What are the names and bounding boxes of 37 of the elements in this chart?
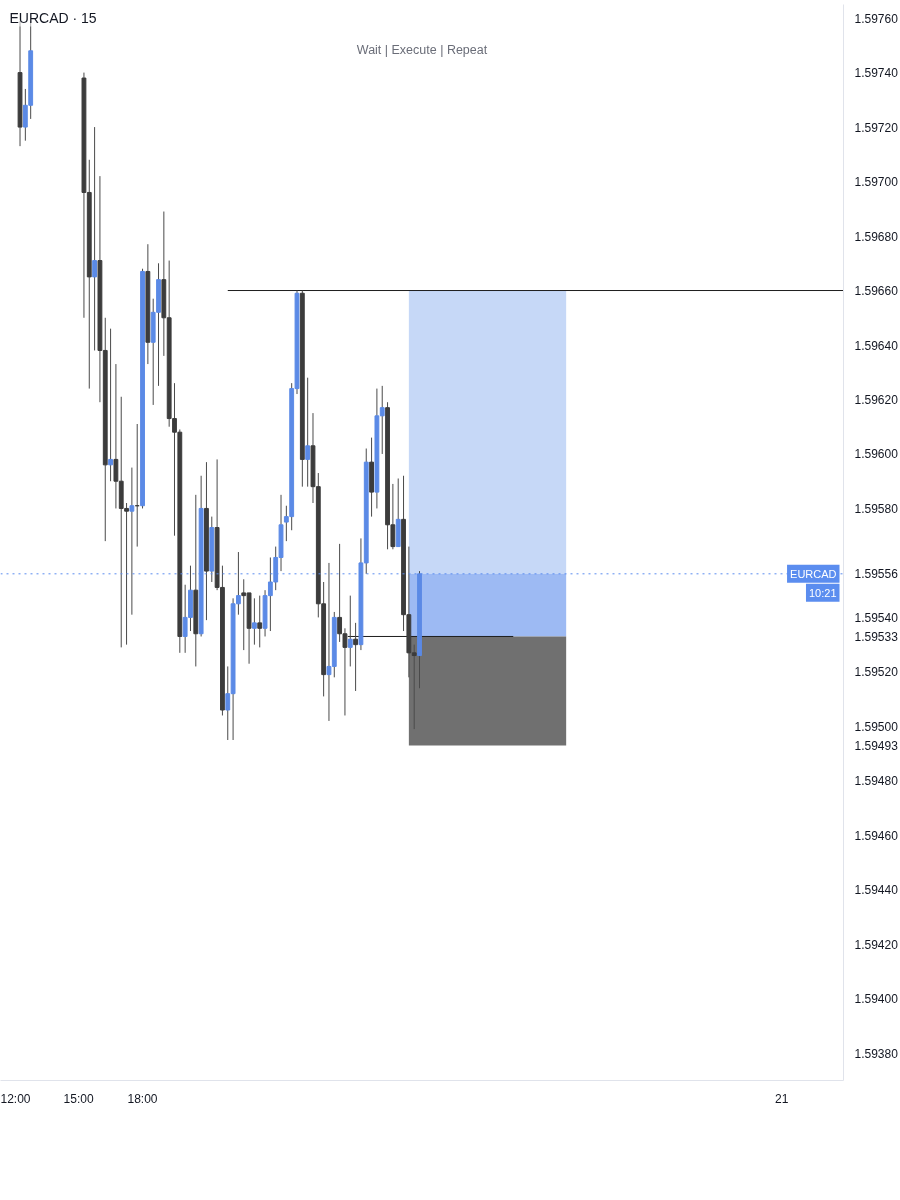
y-tick-label: 1.59440 [854,883,899,898]
chart-title: EURCAD · 15 [9,9,97,26]
y-tick-label: 1.59640 [854,338,899,353]
annotation: 10:21 [808,586,837,599]
y-tick-label: 1.59580 [854,501,899,516]
y-tick-label: 1.59460 [854,828,899,843]
y-tick-label: 1.59400 [854,992,899,1007]
y-tick-label: 1.59680 [854,229,899,244]
candlestick [305,377,311,488]
x-tick-label: 18:00 [127,1091,158,1106]
x-tick-label: 12:00 [0,1091,31,1106]
y-tick-label: 1.59760 [854,11,899,26]
y-tick-label: 1.59700 [854,175,899,190]
y-tick-label: 1.59740 [854,66,899,81]
y-tick-label: 1.59493 [854,738,899,753]
y-tick-label: 1.59620 [854,392,899,407]
y-tick-label: 1.59540 [854,610,899,625]
candlestick [257,595,263,648]
y-tick-label: 1.59720 [854,120,899,135]
x-tick-label: 15:00 [63,1091,94,1106]
text: Wait | Execute | Repeat [356,42,488,57]
y-tick-label: 1.59556 [854,567,899,582]
candlestick [251,597,257,646]
y-tick-label: 1.59533 [854,629,899,644]
y-tick-label: 1.59480 [854,774,899,789]
candlestick [347,595,353,667]
y-tick-label: 1.59660 [854,284,899,299]
y-tick-label: 1.59600 [854,447,899,462]
y-tick-label: 1.59380 [854,1046,899,1061]
candlestick [353,622,359,692]
candlestick [92,126,98,351]
x-tick-label: 21 [775,1091,789,1106]
y-tick-label: 1.59520 [854,665,899,680]
y-tick-label: 1.59500 [854,719,899,734]
ref-line-label: EURCAD [790,567,837,580]
y-tick-label: 1.59420 [854,937,899,952]
candlestick [108,328,113,482]
